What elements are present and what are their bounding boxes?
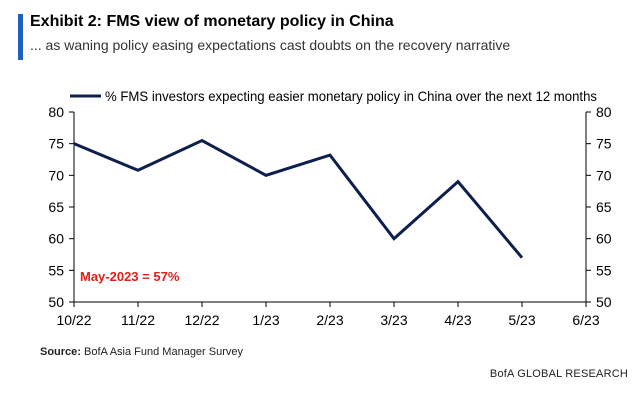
- y-tick-label-left: 50: [48, 294, 64, 310]
- x-tick-label: 5/23: [508, 312, 535, 328]
- x-tick-label: 1/23: [252, 312, 279, 328]
- x-tick-label: 3/23: [380, 312, 407, 328]
- line-chart: 50 50 55 55 60 60 65 65 70 70 75 75 80 80 10/22 11/22 12…: [48, 88, 612, 328]
- y-tick-label-left: 75: [48, 136, 64, 152]
- x-tick-label: 6/23: [572, 312, 599, 328]
- source-note: Source: BofA Asia Fund Manager Survey: [40, 346, 243, 358]
- y-tick-label-right: 65: [596, 199, 612, 215]
- x-tick-label: 12/22: [184, 312, 219, 328]
- x-tick-label: 10/22: [56, 312, 91, 328]
- y-tick-label-right: 50: [596, 294, 612, 310]
- brand-label: BofA GLOBAL RESEARCH: [489, 368, 628, 380]
- x-tick-label: 2/23: [316, 312, 343, 328]
- source-label: Source:: [40, 346, 81, 358]
- annotation-label: May-2023 = 57%: [80, 269, 180, 284]
- series-line: [73, 138, 524, 259]
- y-tick-label-right: 55: [596, 262, 612, 278]
- y-tick-label-right: 60: [596, 231, 612, 247]
- legend-label: % FMS investors expecting easier monetar…: [105, 88, 597, 104]
- chart-title: Exhibit 2: FMS view of monetary policy i…: [30, 13, 394, 30]
- y-tick-label-right: 80: [596, 104, 612, 120]
- title-accent-bar: [18, 14, 23, 60]
- y-tick-label-right: 75: [596, 136, 612, 152]
- y-tick-label-left: 60: [48, 231, 64, 247]
- y-tick-label-left: 80: [48, 104, 64, 120]
- x-tick-label: 4/23: [444, 312, 471, 328]
- chart-subtitle: ... as waning policy easing expectations…: [30, 37, 511, 53]
- y-tick-label-left: 65: [48, 199, 64, 215]
- source-text: BofA Asia Fund Manager Survey: [80, 346, 244, 358]
- y-tick-label-left: 55: [48, 262, 64, 278]
- x-tick-label: 11/22: [121, 312, 155, 328]
- y-tick-label-right: 70: [596, 167, 612, 183]
- y-tick-label-left: 70: [48, 167, 64, 183]
